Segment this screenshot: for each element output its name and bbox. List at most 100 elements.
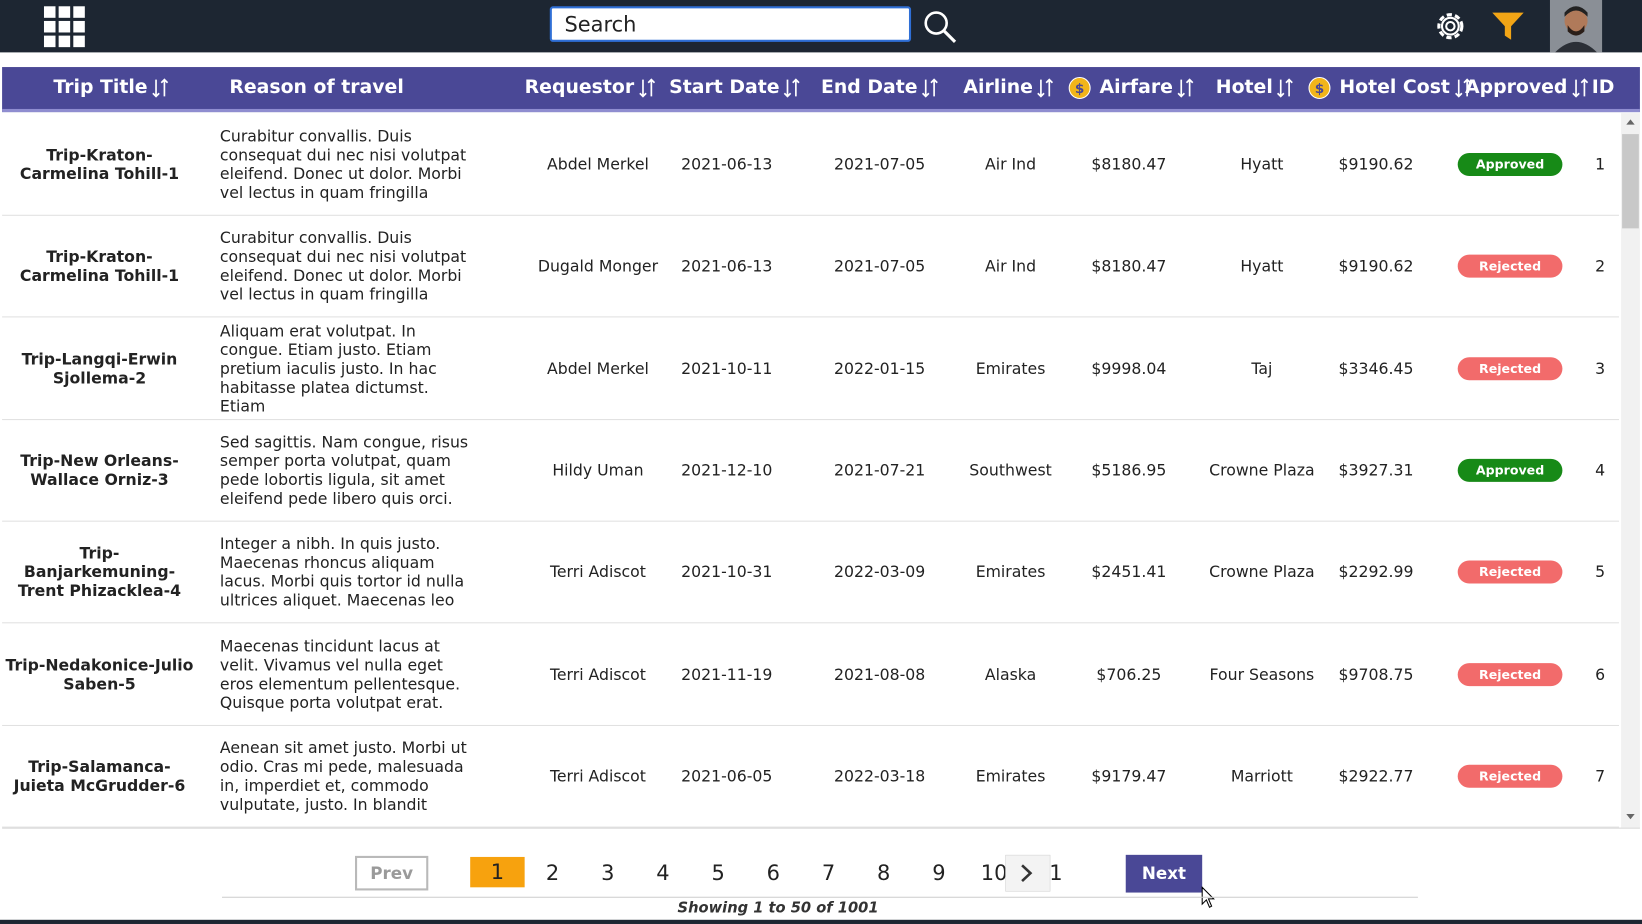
scroll-down[interactable] xyxy=(1625,813,1635,821)
cell: 2021-06-13 xyxy=(681,256,773,276)
table-row[interactable]: Trip-Kraton-Carmelina Tohill-1 Curabitur … xyxy=(2,113,1619,216)
cell: 2021-06-13 xyxy=(681,155,773,174)
page-number[interactable]: 8 xyxy=(877,860,891,886)
page-number[interactable]: 4 xyxy=(656,860,670,886)
column-header[interactable]: Hotel xyxy=(1215,76,1273,99)
table-row[interactable]: Trip-Kraton-Carmelina Tohill-1 Curabitur … xyxy=(2,215,1619,318)
user-avatar[interactable] xyxy=(1549,0,1603,53)
trip-title: Trip-Kraton-Carmelina Tohill-1 xyxy=(19,145,180,184)
cell: 2021-07-05 xyxy=(833,256,926,276)
cell: Terri Adiscot xyxy=(549,562,646,582)
trip-title: Trip-Nedakonice-Julio Saben-5 xyxy=(5,655,194,693)
cell: 2021-07-05 xyxy=(833,155,926,174)
trip-title: Trip-Kraton-Carmelina Tohill-1 xyxy=(19,247,180,286)
column-header[interactable]: Hotel Cost xyxy=(1339,76,1450,99)
cell: Abdel Merkel xyxy=(546,155,649,174)
cell: $9179.47 xyxy=(1091,766,1167,786)
table-row[interactable]: Trip-Langqi-Erwin Sjollema-2 Aliquam erat… xyxy=(2,317,1619,420)
sort-icon[interactable] xyxy=(150,67,173,109)
cell: Terri Adiscot xyxy=(549,664,646,684)
status-badge: Approved xyxy=(1457,152,1563,176)
column-header[interactable]: Reason of travel xyxy=(229,76,404,99)
currency-icon[interactable]: $ xyxy=(1068,67,1091,109)
trip-title: Trip-Langqi-Erwin Sjollema-2 xyxy=(21,349,178,388)
cell: Hyatt xyxy=(1240,256,1284,276)
cell: Southwest xyxy=(969,460,1052,480)
cell: Crowne Plaza xyxy=(1209,460,1315,480)
cell: 1 xyxy=(1595,155,1606,174)
table-row[interactable]: Trip-Salamanca-Juieta McGrudder-6 Aenean … xyxy=(2,725,1619,828)
scroll-up[interactable] xyxy=(1625,117,1635,125)
search-icon[interactable] xyxy=(922,8,960,46)
sort-icon[interactable] xyxy=(1452,67,1475,109)
scrollbar[interactable] xyxy=(1621,113,1640,828)
cell: Abdel Merkel xyxy=(546,358,649,378)
reason-text: Sed sagittis. Nam congue, risus semper p… xyxy=(219,432,469,508)
cell: 2 xyxy=(1595,256,1606,276)
cell: 2021-12-10 xyxy=(681,460,773,480)
sort-icon[interactable] xyxy=(919,67,942,109)
cell: 2021-08-08 xyxy=(833,664,926,684)
column-header[interactable]: ID xyxy=(1591,76,1615,99)
sort-icon[interactable] xyxy=(1175,67,1198,109)
page-number[interactable]: 2 xyxy=(545,860,560,886)
page-number[interactable]: 6 xyxy=(766,860,781,886)
cell: Dugald Monger xyxy=(537,256,659,276)
reason-text: Curabitur convallis. Duis consequat dui … xyxy=(219,228,467,305)
page-number[interactable]: 5 xyxy=(711,860,725,886)
cell: Emirates xyxy=(975,766,1046,786)
scroll-thumb[interactable] xyxy=(1622,134,1639,229)
status-badge: Rejected xyxy=(1457,560,1563,584)
next-button[interactable]: Next xyxy=(1125,854,1203,893)
column-header[interactable]: Approved xyxy=(1465,76,1568,99)
settings-icon[interactable] xyxy=(1433,8,1469,44)
table-row[interactable]: Trip-New Orleans-Wallace Orniz-3 Sed sagi… xyxy=(2,419,1619,522)
currency-icon[interactable]: $ xyxy=(1308,67,1331,109)
cell: $8180.47 xyxy=(1091,256,1167,276)
cell: 2022-03-09 xyxy=(833,562,926,582)
sort-icon[interactable] xyxy=(1274,67,1297,109)
trip-title: Trip-Banjarkemuning-Trent Phizacklea-4 xyxy=(17,543,182,601)
top-bar: Search xyxy=(0,0,1642,53)
column-header[interactable]: Airline xyxy=(963,76,1033,99)
column-header[interactable]: Requestor xyxy=(524,76,635,99)
page-number[interactable]: 7 xyxy=(821,860,836,886)
table-row[interactable]: Trip-Banjarkemuning-Trent Phizacklea-4 In… xyxy=(2,521,1619,624)
cell: 6 xyxy=(1595,664,1606,684)
page-number[interactable]: 3 xyxy=(601,860,615,886)
cell: 2022-03-18 xyxy=(833,766,926,786)
cell: 5 xyxy=(1595,562,1606,582)
cell: $2922.77 xyxy=(1338,766,1414,786)
page-number[interactable]: 1 xyxy=(470,856,525,888)
reason-text: Maecenas tincidunt lacus at velit. Vivam… xyxy=(219,636,461,712)
column-header[interactable]: Start Date xyxy=(669,76,780,99)
column-header[interactable]: End Date xyxy=(821,76,918,99)
cell: Hyatt xyxy=(1240,155,1284,174)
sort-icon[interactable] xyxy=(781,67,804,109)
cell: 2021-11-19 xyxy=(681,664,773,684)
more-pages-arrow[interactable] xyxy=(1005,854,1051,892)
table-row[interactable]: Trip-Nedakonice-Julio Saben-5 Maecenas ti… xyxy=(2,623,1619,726)
svg-text:$: $ xyxy=(1075,81,1084,97)
trip-title: Trip-New Orleans-Wallace Orniz-3 xyxy=(20,451,179,490)
sort-icon[interactable] xyxy=(1035,67,1058,109)
prev-button[interactable]: Prev xyxy=(355,855,429,891)
search-box[interactable]: Search xyxy=(549,6,912,42)
page-number[interactable]: 10 xyxy=(980,860,1008,886)
footer-line xyxy=(222,896,1418,898)
app-launcher[interactable] xyxy=(42,4,88,50)
sort-icon[interactable] xyxy=(637,67,660,109)
cell: Alaska xyxy=(984,664,1037,684)
cell: 2021-10-11 xyxy=(681,358,773,378)
bottom-edge xyxy=(0,919,1642,924)
column-header[interactable]: Trip Title xyxy=(53,76,148,99)
status-badge: Rejected xyxy=(1457,254,1563,278)
cell: $3346.45 xyxy=(1338,358,1414,378)
filter-icon[interactable] xyxy=(1490,10,1526,41)
cell: Emirates xyxy=(975,358,1046,378)
cell: $9190.62 xyxy=(1338,155,1414,174)
sort-icon[interactable] xyxy=(1570,67,1593,109)
column-header[interactable]: Airfare xyxy=(1099,76,1173,99)
page-number[interactable]: 9 xyxy=(932,860,946,886)
